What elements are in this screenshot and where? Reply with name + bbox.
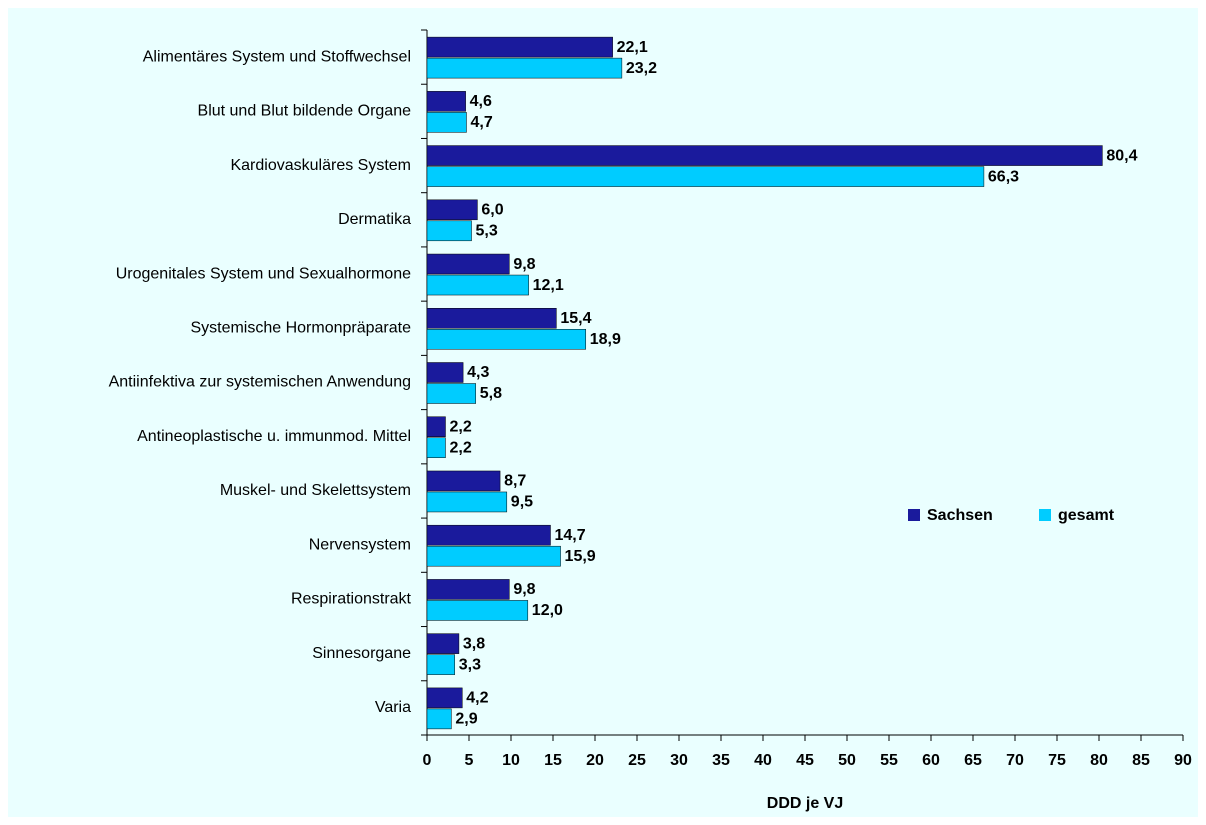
bar (426, 491, 508, 513)
value-label: 66,3 (988, 168, 1019, 185)
x-tick-label: 55 (880, 752, 898, 769)
x-tick-label: 45 (796, 752, 814, 769)
value-label: 6,0 (481, 202, 503, 219)
bar (426, 199, 478, 221)
y-tick-label: Blut und Blut bildende Organe (198, 103, 412, 120)
value-label: 2,2 (449, 418, 471, 435)
y-tick-label: Antiinfektiva zur systemischen Anwendung (109, 374, 411, 391)
value-label: 3,8 (463, 635, 485, 652)
x-tick-label: 30 (670, 752, 688, 769)
bar (426, 145, 1103, 166)
x-tick-label: 50 (838, 752, 856, 769)
bar (426, 57, 623, 79)
y-tick-label: Kardiovaskuläres System (230, 157, 411, 174)
x-tick-label: 85 (1132, 752, 1150, 769)
x-tick-label: 10 (502, 752, 520, 769)
bar (426, 220, 472, 242)
value-label: 5,3 (476, 223, 498, 240)
bar (426, 708, 452, 730)
y-tick-label: Urogenitales System und Sexualhormone (116, 265, 411, 282)
y-tick-label: Nervensystem (309, 536, 411, 553)
chart-background (8, 8, 1198, 817)
value-label: 9,8 (513, 581, 535, 598)
x-axis-title: DDD je VJ (767, 795, 843, 812)
bar (426, 308, 557, 329)
value-label: 12,0 (532, 602, 563, 619)
bar (426, 274, 529, 296)
value-label: 15,4 (560, 310, 591, 327)
x-tick-label: 40 (754, 752, 772, 769)
bar (426, 112, 467, 133)
bar (426, 253, 510, 275)
x-tick-label: 90 (1174, 752, 1192, 769)
value-label: 4,7 (470, 114, 492, 131)
value-label: 4,6 (470, 93, 492, 110)
y-tick-label: Systemische Hormonpräparate (190, 319, 411, 336)
bar (426, 600, 529, 621)
bar (426, 383, 476, 404)
value-label: 23,2 (626, 60, 657, 77)
x-tick-label: 65 (964, 752, 982, 769)
legend-swatch (908, 509, 920, 521)
value-label: 4,2 (466, 690, 488, 707)
x-tick-label: 70 (1006, 752, 1024, 769)
bar (426, 36, 613, 58)
value-label: 14,7 (554, 527, 585, 544)
value-label: 4,3 (467, 364, 489, 381)
bar (426, 437, 446, 458)
bar (426, 545, 561, 567)
value-label: 12,1 (533, 277, 564, 294)
x-tick-label: 60 (922, 752, 940, 769)
bar (426, 470, 501, 492)
value-label: 80,4 (1106, 147, 1137, 164)
bar (426, 524, 551, 546)
bar (426, 362, 464, 383)
x-tick-label: 15 (544, 752, 562, 769)
bar (426, 91, 466, 112)
x-tick-label: 20 (586, 752, 604, 769)
y-tick-label: Alimentäres System und Stoffwechsel (143, 48, 411, 65)
value-label: 18,9 (590, 331, 621, 348)
value-label: 2,9 (455, 711, 477, 728)
x-tick-label: 25 (628, 752, 646, 769)
y-tick-label: Varia (375, 699, 411, 716)
value-label: 9,8 (513, 256, 535, 273)
x-tick-label: 80 (1090, 752, 1108, 769)
legend-label: gesamt (1058, 507, 1115, 524)
bar (426, 329, 587, 350)
value-label: 5,8 (480, 385, 502, 402)
bar (426, 633, 460, 654)
y-tick-label: Antineoplastische u. immunmod. Mittel (137, 428, 411, 445)
x-tick-label: 5 (465, 752, 474, 769)
value-label: 2,2 (449, 439, 471, 456)
legend-label: Sachsen (927, 507, 993, 524)
legend-swatch (1039, 509, 1051, 521)
value-label: 22,1 (617, 39, 648, 56)
bar (426, 579, 510, 600)
value-label: 8,7 (504, 473, 526, 490)
y-tick-label: Muskel- und Skelettsystem (220, 482, 411, 499)
y-tick-label: Dermatika (338, 211, 411, 228)
x-tick-label: 75 (1048, 752, 1066, 769)
y-tick-label: Sinnesorgane (312, 645, 411, 662)
bar (426, 687, 463, 709)
bar (426, 654, 455, 675)
x-tick-label: 35 (712, 752, 730, 769)
value-label: 3,3 (459, 656, 481, 673)
x-tick-label: 0 (423, 752, 432, 769)
bar (426, 166, 985, 187)
y-tick-label: Respirationstrakt (291, 591, 412, 608)
value-label: 15,9 (565, 548, 596, 565)
value-label: 9,5 (511, 494, 533, 511)
bar (426, 416, 446, 437)
